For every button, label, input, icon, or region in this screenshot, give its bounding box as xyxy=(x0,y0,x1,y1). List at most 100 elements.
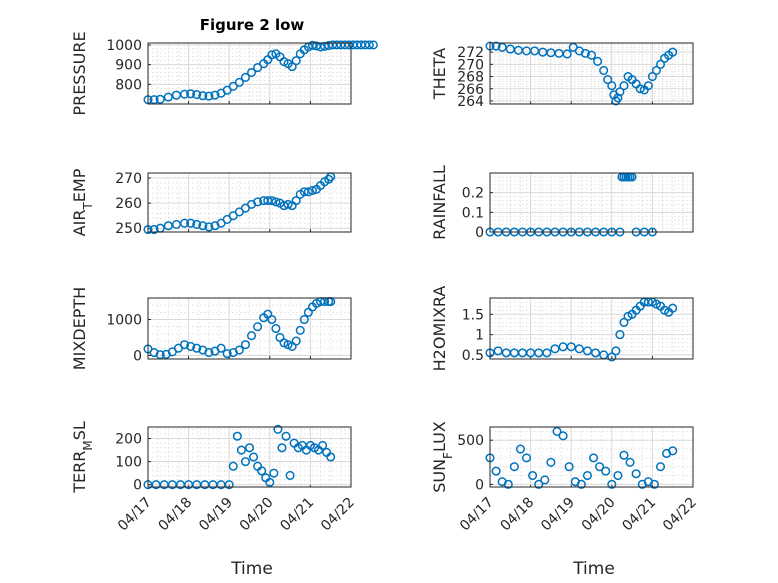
x-tick-label: 04/18 xyxy=(156,495,196,535)
data-point xyxy=(564,462,574,472)
y-tick-label: 1000 xyxy=(106,38,142,54)
x-tick-label: 04/22 xyxy=(660,495,700,535)
y-tick-label: 0 xyxy=(475,477,484,493)
data-point xyxy=(613,470,623,481)
data-point xyxy=(631,469,641,479)
data-point xyxy=(232,431,242,441)
data-point xyxy=(588,453,599,463)
data-point xyxy=(625,457,635,467)
data-point xyxy=(326,452,336,462)
data-point xyxy=(179,89,190,99)
data-point xyxy=(163,92,173,102)
data-point xyxy=(283,199,293,209)
data-point xyxy=(580,48,590,58)
data-point xyxy=(534,479,544,489)
data-point xyxy=(186,218,196,228)
data-point xyxy=(318,440,328,451)
y-tick-label: 260 xyxy=(115,196,142,212)
data-point xyxy=(271,323,281,334)
data-point xyxy=(615,330,625,340)
data-series xyxy=(143,172,336,235)
data-point xyxy=(222,349,232,359)
data-point xyxy=(222,85,232,95)
data-point xyxy=(291,196,301,206)
data-point xyxy=(179,218,190,228)
data-point xyxy=(607,352,617,362)
y-tick-label: 250 xyxy=(115,221,142,237)
data-point xyxy=(603,75,613,85)
data-point xyxy=(542,348,552,358)
data-point xyxy=(643,81,653,91)
data-point xyxy=(615,87,625,97)
data-series xyxy=(143,297,336,360)
x-axis-label-right: Time xyxy=(572,559,615,579)
data-point xyxy=(204,91,214,101)
data-point xyxy=(228,81,238,91)
data-point xyxy=(240,340,250,350)
data-point xyxy=(591,348,601,358)
x-tick-label: 04/22 xyxy=(318,495,358,535)
data-point xyxy=(267,50,277,60)
data-point xyxy=(240,72,250,82)
data-point xyxy=(324,174,334,184)
data-point xyxy=(281,431,291,441)
y-axis-label: SUNFLUX xyxy=(430,421,455,493)
y-axis-label: RAINFALL xyxy=(430,165,449,240)
x-tick-label: 04/18 xyxy=(498,495,538,535)
data-point xyxy=(204,347,214,358)
subplot-terr: 0 100 200 TERRMSL 04/17 04/18 04/19 04/20 04/21 0… xyxy=(70,421,358,534)
data-point xyxy=(521,453,532,463)
data-point xyxy=(240,457,250,467)
data-point xyxy=(155,94,165,104)
data-point xyxy=(287,62,297,72)
data-point xyxy=(307,40,317,50)
figure-title: Figure 2 low xyxy=(200,16,305,34)
data-point xyxy=(528,470,538,481)
subplot-h2omixra: 0.5 1 1.5 H2OMIXRA xyxy=(430,286,694,371)
y-tick-label: 500 xyxy=(457,433,484,449)
x-tick-label: 04/17 xyxy=(457,495,497,535)
data-point xyxy=(651,65,662,75)
data-point xyxy=(192,90,202,100)
data-point xyxy=(601,466,611,476)
data-point xyxy=(192,219,202,230)
y-tick-label: 0 xyxy=(133,478,142,494)
y-tick-label: 270 xyxy=(115,171,142,187)
data-point xyxy=(210,90,220,100)
data-point xyxy=(668,47,678,57)
x-tick-label: 04/21 xyxy=(619,495,659,535)
x-tick-label: 04/20 xyxy=(579,495,619,535)
axes-frame xyxy=(489,426,694,488)
axes-frame xyxy=(147,172,352,233)
data-point xyxy=(267,196,277,206)
x-axis-label-left: Time xyxy=(230,559,273,579)
data-point xyxy=(582,470,592,481)
y-axis-label: MIXDEPTH xyxy=(70,287,89,370)
data-point xyxy=(149,347,159,358)
y-tick-label: 0 xyxy=(475,225,484,241)
data-point xyxy=(491,41,501,51)
data-point xyxy=(179,340,190,350)
data-series xyxy=(485,426,678,489)
data-point xyxy=(655,59,666,69)
data-point xyxy=(249,452,259,462)
data-point xyxy=(204,222,214,232)
data-point xyxy=(595,462,605,472)
data-point xyxy=(613,93,623,103)
y-tick-label: 272 xyxy=(457,45,484,61)
data-point xyxy=(611,346,621,356)
data-point xyxy=(552,426,562,436)
data-point xyxy=(566,342,576,352)
axes-frame xyxy=(489,42,694,105)
data-point xyxy=(186,89,196,99)
y-tick-label: 268 xyxy=(457,70,484,86)
data-point xyxy=(228,461,238,471)
data-point xyxy=(295,325,305,335)
y-axis-label: THETA xyxy=(430,48,449,100)
data-point xyxy=(186,341,196,351)
y-axis-label: TERRMSL xyxy=(70,421,95,494)
data-point xyxy=(619,450,629,460)
